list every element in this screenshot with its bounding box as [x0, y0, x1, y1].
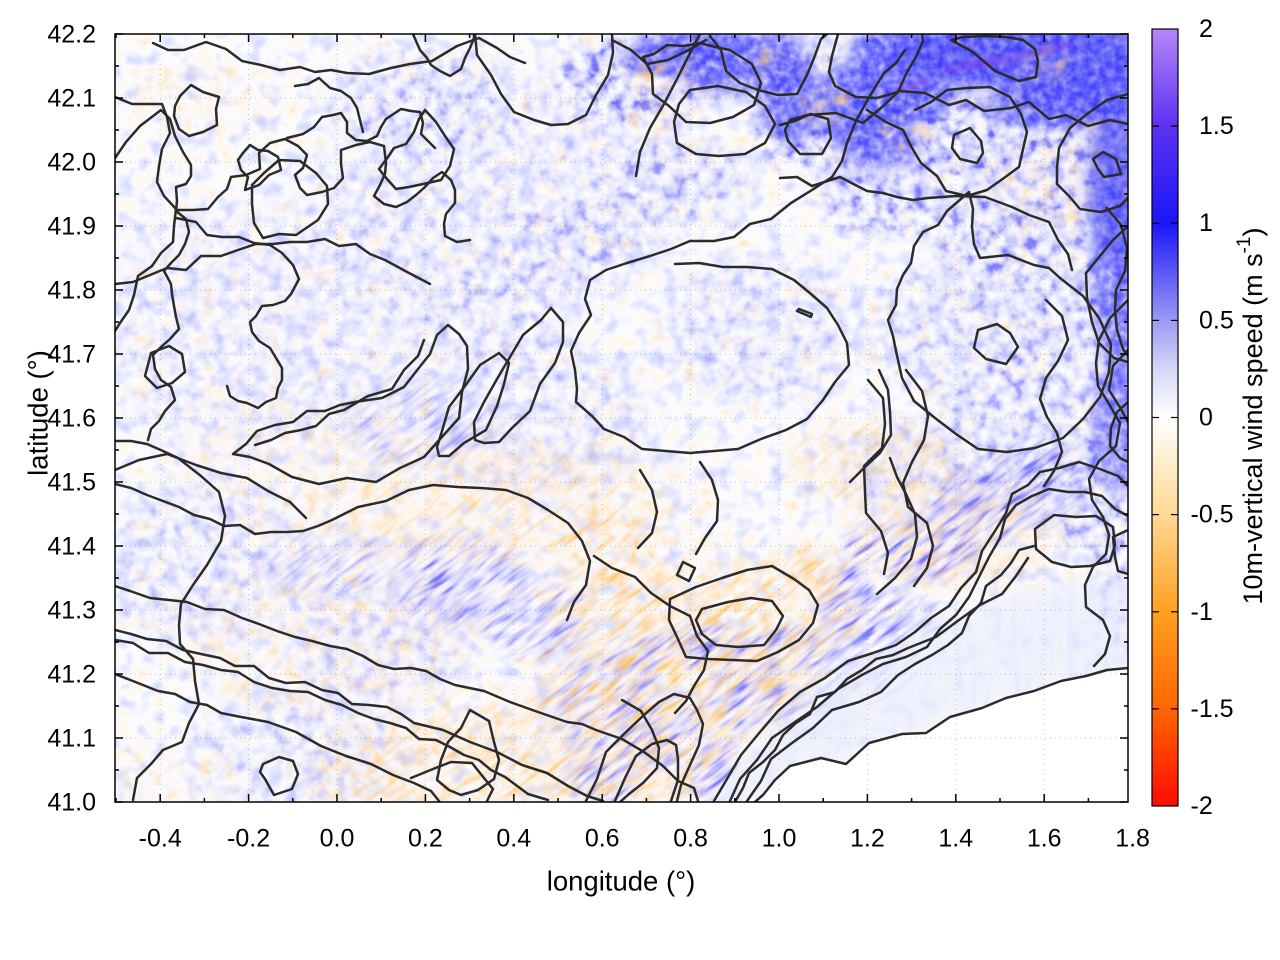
- svg-text:-0.2: -0.2: [227, 825, 270, 853]
- svg-text:-2: -2: [1191, 792, 1213, 820]
- svg-text:41.1: 41.1: [47, 725, 96, 753]
- svg-text:42.2: 42.2: [47, 21, 96, 49]
- svg-text:0.0: 0.0: [320, 825, 355, 853]
- svg-text:-0.5: -0.5: [1191, 501, 1234, 529]
- svg-text:2: 2: [1199, 15, 1213, 43]
- svg-text:0.8: 0.8: [673, 825, 708, 853]
- svg-text:latitude (°): latitude (°): [23, 350, 54, 476]
- svg-text:41.8: 41.8: [47, 277, 96, 305]
- svg-text:41.2: 41.2: [47, 661, 96, 689]
- svg-text:41.5: 41.5: [47, 469, 96, 497]
- svg-text:0.2: 0.2: [408, 825, 443, 853]
- svg-text:0: 0: [1199, 404, 1213, 432]
- svg-text:42.0: 42.0: [47, 149, 96, 177]
- svg-text:41.6: 41.6: [47, 405, 96, 433]
- svg-text:0.6: 0.6: [585, 825, 620, 853]
- svg-text:41.3: 41.3: [47, 597, 96, 625]
- svg-text:1.6: 1.6: [1027, 825, 1062, 853]
- svg-text:longitude (°): longitude (°): [547, 866, 696, 897]
- svg-text:42.1: 42.1: [47, 85, 96, 113]
- svg-text:1.8: 1.8: [1115, 825, 1150, 853]
- svg-text:1: 1: [1199, 209, 1213, 237]
- svg-text:41.4: 41.4: [47, 533, 96, 561]
- svg-text:1.2: 1.2: [850, 825, 885, 853]
- svg-text:41.0: 41.0: [47, 789, 96, 817]
- svg-text:-0.4: -0.4: [139, 825, 182, 853]
- svg-text:-1.5: -1.5: [1191, 695, 1234, 723]
- svg-text:0.5: 0.5: [1199, 306, 1234, 334]
- svg-text:-1: -1: [1191, 598, 1213, 626]
- svg-text:0.4: 0.4: [496, 825, 531, 853]
- svg-text:1.0: 1.0: [762, 825, 797, 853]
- svg-text:41.7: 41.7: [47, 341, 96, 369]
- svg-text:1.5: 1.5: [1199, 112, 1234, 140]
- svg-text:10m-vertical wind speed (m s-1: 10m-vertical wind speed (m s-1): [1234, 227, 1269, 604]
- svg-text:41.9: 41.9: [47, 213, 96, 241]
- svg-text:1.4: 1.4: [938, 825, 973, 853]
